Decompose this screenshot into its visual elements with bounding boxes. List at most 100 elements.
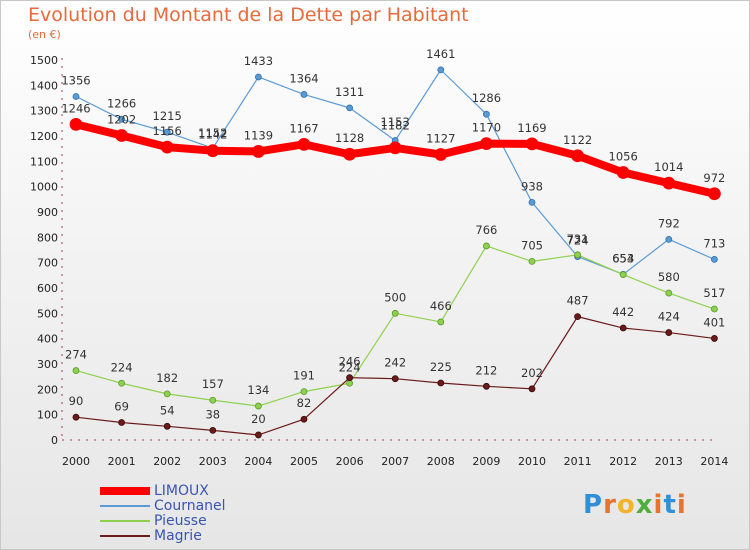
data-point-pieusse (254, 402, 262, 410)
x-tick-label: 2014 (700, 455, 728, 468)
data-point-magrie (118, 419, 125, 426)
data-point-pieusse (528, 257, 536, 265)
data-point-cournanel (118, 115, 125, 123)
data-label-magrie: 90 (69, 394, 84, 408)
data-point-magrie (254, 431, 262, 439)
data-label-cournanel: 938 (521, 179, 543, 193)
data-point-pieusse (437, 318, 445, 326)
legend-swatch (100, 505, 150, 507)
x-tick-label: 2005 (290, 455, 318, 468)
data-label-cournanel: 1152 (198, 126, 227, 140)
data-label-cournanel: 1182 (381, 119, 410, 133)
data-label-cournanel: 713 (703, 236, 725, 250)
data-point-magrie (574, 313, 581, 321)
data-label-limoux: 1246 (61, 101, 90, 115)
data-label-cournanel: 792 (658, 216, 680, 230)
data-point-magrie (711, 335, 718, 342)
x-tick-label: 2012 (609, 455, 637, 468)
data-point-pieusse (711, 305, 718, 313)
data-point-limoux (388, 141, 402, 155)
data-label-pieusse: 157 (202, 377, 224, 391)
x-tick-label: 2006 (336, 455, 364, 468)
data-label-cournanel: 724 (567, 234, 589, 248)
data-point-pieusse (118, 379, 125, 387)
y-tick-label: 100 (37, 409, 58, 422)
data-label-pieusse: 224 (111, 360, 133, 374)
proxiti-logo: Proxiti (583, 490, 687, 520)
y-tick-label: 1500 (30, 54, 58, 67)
data-label-limoux: 1153 (381, 115, 410, 129)
data-label-cournanel: 1311 (335, 85, 364, 99)
data-label-pieusse: 580 (658, 270, 680, 284)
y-tick-label: 200 (37, 383, 58, 396)
data-label-magrie: 487 (567, 294, 589, 308)
data-label-limoux: 1202 (107, 112, 136, 126)
data-point-magrie (482, 382, 490, 390)
x-tick-label: 2008 (427, 455, 455, 468)
x-tick-label: 2002 (153, 455, 181, 468)
x-tick-label: 2000 (62, 455, 90, 468)
data-point-cournanel (665, 235, 673, 243)
data-label-pieusse: 224 (339, 360, 361, 374)
legend-label: LIMOUX (154, 483, 209, 499)
data-label-limoux: 1122 (563, 133, 592, 147)
legend-swatch (100, 520, 150, 522)
legend-swatch (100, 487, 150, 495)
data-point-limoux (525, 137, 539, 151)
data-point-pieusse (574, 251, 581, 259)
y-tick-label: 400 (37, 333, 58, 346)
y-tick-label: 900 (37, 206, 58, 219)
data-point-pieusse (346, 379, 354, 387)
data-point-cournanel (163, 128, 171, 136)
legend-label: Pieusse (154, 513, 207, 529)
data-label-limoux: 1156 (153, 124, 182, 138)
data-label-magrie: 69 (114, 400, 129, 414)
data-label-limoux: 1139 (244, 128, 273, 142)
data-point-cournanel (346, 104, 354, 112)
data-label-cournanel: 1433 (244, 54, 273, 68)
chart-unit: (en €) (28, 28, 61, 41)
data-label-pieusse: 766 (475, 223, 497, 237)
data-point-limoux (708, 187, 721, 201)
data-point-magrie (163, 422, 171, 430)
data-point-cournanel (711, 255, 718, 263)
data-label-cournanel: 654 (612, 251, 634, 265)
x-tick-label: 2009 (472, 455, 500, 468)
y-tick-label: 800 (37, 231, 58, 244)
y-tick-label: 1300 (30, 105, 58, 118)
data-point-limoux (251, 145, 265, 158)
data-label-limoux: 1014 (654, 160, 683, 174)
data-point-pieusse (72, 367, 80, 374)
data-label-magrie: 54 (160, 403, 175, 417)
x-tick-label: 2010 (518, 455, 546, 468)
x-tick-label: 2013 (655, 455, 683, 468)
x-tick-label: 2001 (108, 455, 136, 468)
data-label-cournanel: 1461 (426, 47, 455, 61)
data-label-magrie: 212 (475, 363, 497, 377)
data-label-limoux: 1128 (335, 131, 364, 145)
data-point-magrie (346, 374, 354, 382)
legend-swatch (100, 535, 150, 537)
data-label-magrie: 38 (205, 407, 220, 421)
data-label-cournanel: 1364 (289, 71, 318, 85)
y-tick-label: 1200 (30, 130, 58, 143)
data-point-limoux (69, 117, 83, 131)
data-label-magrie: 202 (521, 366, 543, 380)
y-tick-label: 700 (37, 257, 58, 270)
data-label-limoux: 972 (703, 171, 725, 185)
data-label-magrie: 246 (339, 355, 361, 369)
legend-label: Cournanel (154, 498, 226, 514)
data-point-cournanel (482, 110, 490, 118)
data-label-magrie: 20 (251, 412, 266, 426)
data-label-pieusse: 653 (612, 252, 634, 266)
data-point-pieusse (391, 309, 399, 317)
y-tick-label: 1100 (30, 155, 58, 168)
data-label-magrie: 242 (384, 356, 406, 370)
data-point-limoux (616, 166, 630, 179)
data-label-magrie: 82 (297, 396, 312, 410)
y-tick-label: 300 (37, 358, 58, 371)
data-point-cournanel (528, 198, 536, 206)
y-tick-label: 500 (37, 307, 58, 320)
data-point-pieusse (665, 289, 673, 297)
